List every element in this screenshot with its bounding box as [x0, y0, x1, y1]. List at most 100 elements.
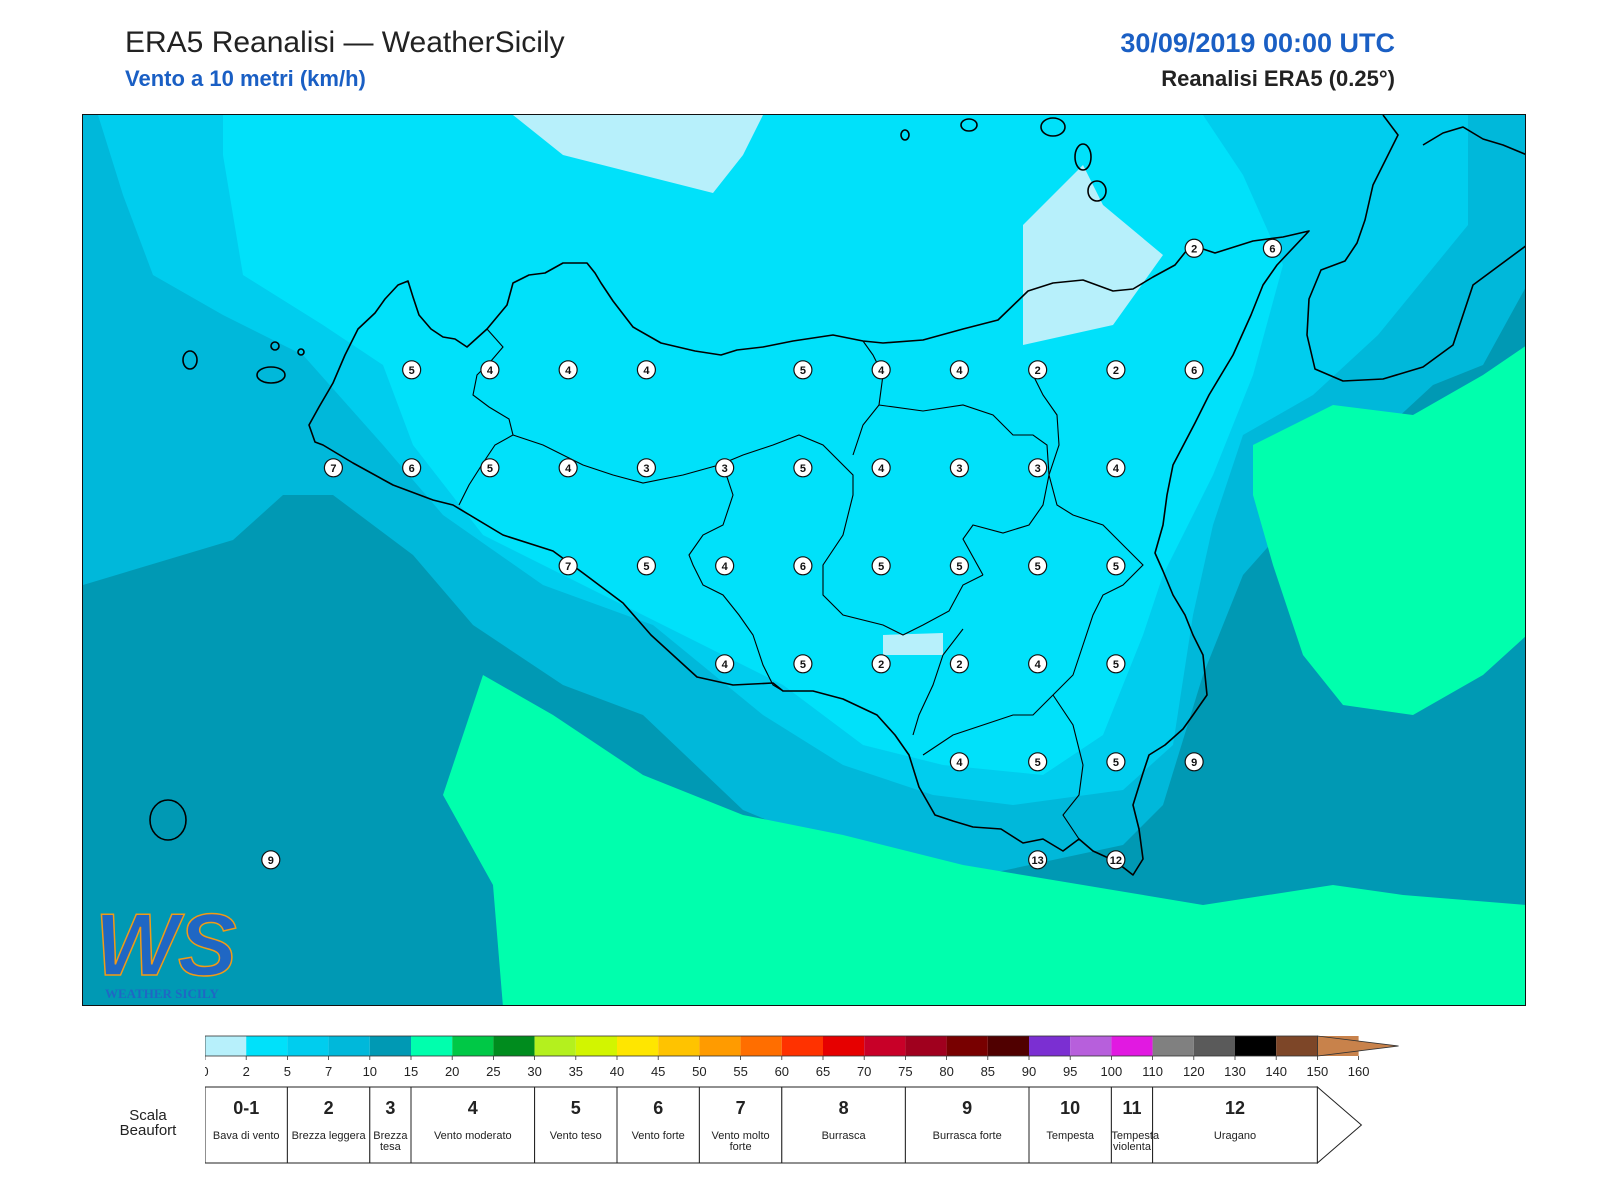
beaufort-cell: 6 Vento forte [617, 1086, 699, 1164]
wind-value-marker: 5 [949, 556, 970, 576]
wind-value-label: 7 [330, 463, 336, 475]
wind-value-label: 7 [565, 561, 571, 573]
wind-value-marker: 4 [871, 458, 891, 478]
wind-marker-circle [402, 458, 422, 478]
colorbar-swatch [740, 1036, 782, 1056]
colorbar-tick-label: 40 [610, 1064, 624, 1079]
wind-marker-circle [793, 458, 813, 478]
colorbar-swatch [617, 1036, 659, 1056]
wind-value-marker: 2 [949, 654, 970, 674]
wind-value-label: 4 [722, 561, 729, 573]
band-0-2-north [513, 115, 763, 193]
colorbar-frame [204, 1035, 1318, 1057]
valid-datetime: 30/09/2019 00:00 UTC [1120, 28, 1395, 58]
beaufort-number: 4 [467, 1098, 478, 1118]
beaufort-cell: 4 Vento moderato [411, 1086, 535, 1164]
wind-value-marker: 9 [261, 850, 281, 870]
wind-value-marker: 4 [949, 360, 970, 380]
wind-value-marker: 6 [402, 458, 422, 478]
beaufort-description: Tempesta [1046, 1130, 1095, 1142]
map-title: ERA5 Reanalisi — WeatherSicily [125, 26, 565, 59]
colorbar-swatch [287, 1036, 329, 1056]
wind-value-marker: 4 [1028, 654, 1048, 674]
colorbar-tick-label: 95 [1063, 1064, 1077, 1079]
beaufort-description: Vento molto forte [711, 1130, 770, 1153]
wind-value-label: 5 [878, 561, 884, 573]
colorbar-swatch [575, 1036, 617, 1056]
beaufort-description: Brezza tesa [373, 1130, 408, 1153]
beaufort-description: Uragano [1213, 1130, 1257, 1142]
wind-map[interactable]: 5 4 4 4 5 4 4 2 2 6 2 6 7 6 5 4 3 3 5 4 3 3 4 7 5 4 6 5 5 5 5 4 5 2 2 4 5 4 5 5… [82, 114, 1526, 1006]
wind-value-label: 13 [1032, 855, 1044, 867]
province-boundary [512, 434, 984, 636]
wind-marker-circle [715, 556, 735, 576]
beaufort-arrow [1316, 1086, 1363, 1165]
wind-marker-circle [1106, 360, 1126, 380]
wind-value-label: 4 [956, 757, 963, 769]
colorbar-tick-label: 100 [1101, 1064, 1123, 1079]
wind-value-label: 4 [643, 365, 650, 377]
colorbar-swatch [493, 1036, 535, 1056]
wind-marker-circle [636, 458, 657, 478]
wind-value-marker: 5 [1106, 654, 1126, 674]
colorbar-tick-label: 160 [1348, 1064, 1370, 1079]
colorbar-swatch [699, 1036, 741, 1056]
colorbar-swatch [1193, 1036, 1235, 1056]
colorbar-ticks: 0257101520253035404550556065707580859095… [201, 1056, 1370, 1079]
beaufort-cell-frame [1110, 1086, 1154, 1164]
wind-value-marker: 5 [1106, 556, 1126, 576]
colorbar-tick-label: 80 [939, 1064, 953, 1079]
wind-value-marker: 4 [480, 360, 500, 380]
wind-value-marker: 5 [1028, 752, 1048, 772]
wind-marker-circle [1028, 752, 1048, 772]
wind-value-label: 2 [1191, 243, 1197, 255]
aeolian-island [1074, 143, 1092, 171]
beaufort-cell-frame [1028, 1086, 1112, 1164]
aeolian-island [960, 118, 978, 132]
wind-marker-circle [715, 458, 735, 478]
wind-value-marker: 3 [1028, 458, 1048, 478]
beaufort-number: 9 [962, 1098, 973, 1118]
colorbar-tick-label: 120 [1183, 1064, 1205, 1079]
wind-value-label: 5 [1035, 757, 1041, 769]
beaufort-number: 10 [1060, 1098, 1081, 1118]
logo-mark: WS [95, 895, 237, 994]
colorbar-tick-label: 25 [486, 1064, 500, 1079]
colorbar-tick-label: 35 [569, 1064, 583, 1079]
colorbar-swatch [987, 1036, 1029, 1056]
colorbar-tick-label: 20 [445, 1064, 459, 1079]
beaufort-number: 8 [838, 1098, 849, 1118]
band-2-5 [223, 115, 1283, 775]
wind-value-label: 5 [800, 659, 806, 671]
wind-map-canvas: 5 4 4 4 5 4 4 2 2 6 2 6 7 6 5 4 3 3 5 4 3 3 4 7 5 4 6 5 5 5 5 4 5 2 2 4 5 4 5 5… [83, 115, 1525, 1005]
colorbar-tick-label: 0 [205, 1064, 209, 1079]
wind-marker-circle [558, 556, 578, 576]
beaufort-cell: 12 Uragano [1153, 1086, 1318, 1164]
wind-value-label: 2 [878, 659, 884, 671]
wind-marker-circle [558, 360, 578, 380]
wind-marker-circle [871, 458, 891, 478]
wind-marker-circle [1184, 360, 1204, 380]
wind-value-marker: 4 [636, 360, 657, 380]
colorbar-swatch [1029, 1036, 1071, 1056]
wind-value-marker: 6 [1184, 360, 1204, 380]
colorbar-tick-label: 75 [898, 1064, 912, 1079]
wind-value-label: 5 [1113, 757, 1119, 769]
wind-value-label: 2 [1113, 365, 1119, 377]
egadi-island [270, 341, 280, 351]
wind-marker-circle [871, 556, 891, 576]
colorbar-tick-label: 90 [1022, 1064, 1036, 1079]
province-boundary [852, 340, 1050, 576]
beaufort-scale-frame [205, 1086, 1363, 1165]
wind-value-marker: 5 [402, 360, 422, 380]
colorbar-swatch [411, 1036, 453, 1056]
wind-value-label: 6 [1191, 365, 1197, 377]
wind-value-marker: 3 [949, 458, 970, 478]
beaufort-number: 7 [735, 1098, 746, 1118]
wind-value-marker: 4 [1106, 458, 1126, 478]
logo-caption: WEATHER SICILY [105, 986, 219, 1001]
aeolian-island [900, 129, 910, 141]
beaufort-cell-frame [616, 1086, 700, 1164]
wind-value-marker: 5 [871, 556, 891, 576]
wind-marker-circle [1028, 654, 1048, 674]
